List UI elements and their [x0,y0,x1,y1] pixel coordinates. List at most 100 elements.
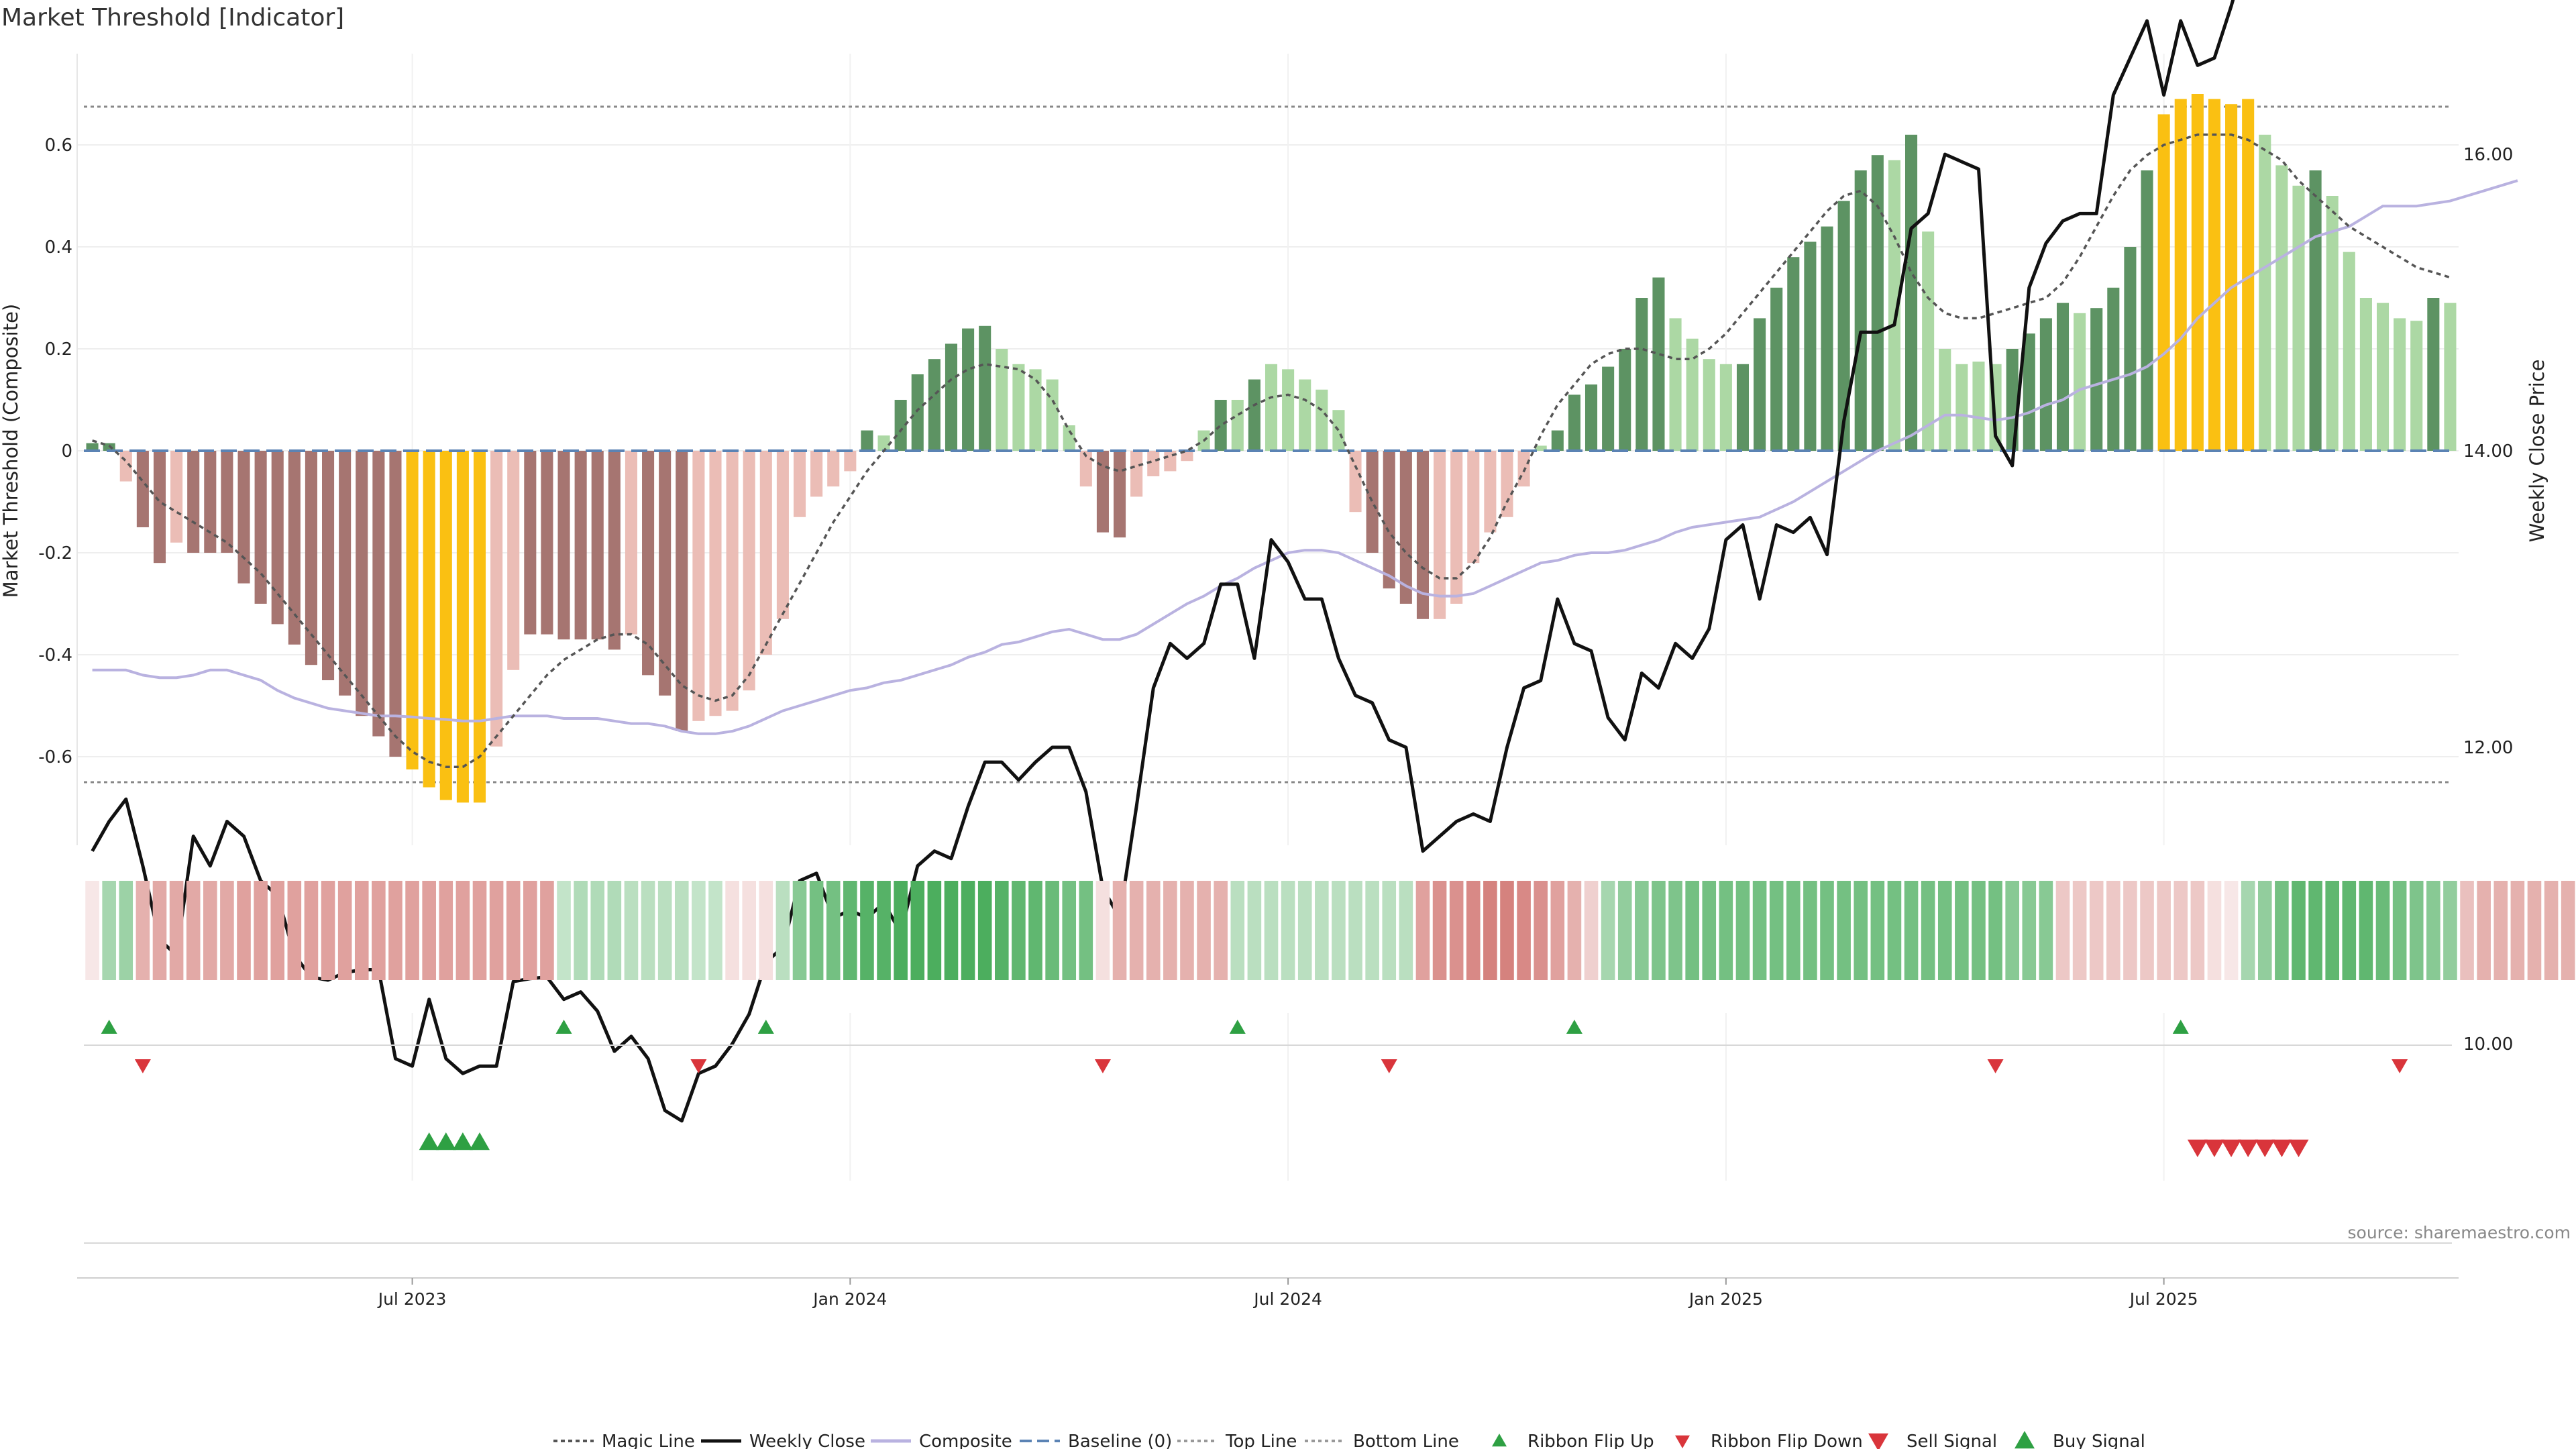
ribbon-cell [2359,881,2373,980]
ribbon-cell [270,881,285,980]
composite-bar [541,451,553,635]
composite-bar [1602,366,1615,451]
composite-bar [894,400,907,451]
composite-bar [1029,369,1042,451]
y-tick-right: 12.00 [2463,738,2513,758]
ribbon-cell [2561,881,2575,980]
ribbon-cell [1449,881,1464,980]
y-tick-left: -0.6 [38,747,72,767]
composite-bar [1214,400,1227,451]
ribbon-cell [540,881,554,980]
ribbon-cell [1012,881,1026,980]
composite-bar [2225,104,2238,451]
composite-bar [204,451,217,553]
ribbon-cell [1483,881,1497,980]
composite-bar [945,343,958,451]
ribbon-cell [2207,881,2222,980]
ribbon-cell [1466,881,1481,980]
ribbon-cell [1517,881,1531,980]
ribbon-cell [1028,881,1042,980]
ribbon-cell [657,881,672,980]
composite-bar [1972,362,1985,451]
buy-signal-marker [470,1132,490,1150]
ribbon-cell [708,881,722,980]
ribbon-flip-down-marker [134,1059,151,1073]
ribbon-cell [1955,881,1969,980]
ribbon-cell [455,881,470,980]
ribbon-cell [1567,881,1582,980]
x-tick-label: Jul 2023 [377,1289,447,1309]
composite-bar [2394,318,2406,451]
composite-bar [1770,287,1783,451]
ribbon-cell [725,881,739,980]
composite-bar [423,451,435,788]
legend-swatch [2015,1431,2035,1449]
composite-bar [692,451,705,721]
composite-bar [1719,364,1732,451]
composite-bar [439,451,452,800]
ribbon-cell [1534,881,1548,980]
composite-bar [1686,338,1699,451]
ribbon-cell [995,881,1009,980]
ribbon-cell [1365,881,1379,980]
composite-bar [490,451,503,747]
composite-bar [2174,99,2187,451]
x-tick-label: Jan 2025 [1688,1289,1763,1309]
ribbon-cell [1079,881,1093,980]
composite-bar [996,349,1008,451]
ribbon-cell [337,881,352,980]
ribbon-flip-down-marker [1987,1059,2004,1073]
composite-bar [2107,287,2120,451]
y-tick-left: -0.4 [38,645,72,665]
legend: Magic Line Weekly Close Composite Baseline … [553,1431,2145,1449]
composite-bar [1754,318,1766,451]
ribbon-cell [1264,881,1279,980]
composite-bar [1434,451,1446,619]
ribbon-cell [1988,881,2002,980]
axes-layer: 0.60.40.20-0.2-0.4-0.618.0016.0014.0012.… [0,54,2548,1055]
ribbon-flip-up-marker [2172,1020,2189,1034]
composite-bar [2191,94,2204,451]
ribbon-cell [2089,881,2104,980]
x-tick-label: Jul 2025 [2129,1289,2198,1309]
composite-bar [507,451,520,670]
ribbon-cell [2392,881,2407,980]
composite-bar [187,451,200,553]
composite-bar [743,451,755,691]
ribbon-cell [742,881,756,980]
ribbon-cell [607,881,622,980]
ribbon-cell [1887,881,1902,980]
ribbon-cell [2257,881,2272,980]
series-lines-layer [84,0,2518,1123]
ribbon-cell [422,881,436,980]
ribbon-cell [1129,881,1144,980]
ribbon-cell [220,881,234,980]
composite-bar [2090,308,2103,451]
ribbon-cell [1348,881,1362,980]
composite-bar [389,451,402,757]
composite-bar [1736,364,1750,451]
composite-bar [322,451,335,680]
composite-bar [372,451,385,737]
ribbon-cell [2325,881,2339,980]
ribbon-cell [2174,881,2188,980]
ribbon-cell [775,881,790,980]
composite-bar [962,328,975,451]
ribbon-cell [2275,881,2289,980]
composite-bar [2444,303,2457,451]
composite-bar [659,451,672,696]
composite-bar [759,451,772,655]
ribbon-cell [1146,881,1161,980]
composite-bar [928,359,941,451]
legend-label: Top Line [1225,1432,1297,1449]
composite-bar [1349,451,1362,513]
composite-bar [574,451,587,640]
ribbon-cell [624,881,639,980]
buy-signal-marker [419,1132,439,1150]
composite-bar [2376,303,2390,451]
ribbon-cell [1972,881,1986,980]
composite-bar [1821,226,1833,451]
composite-bar [170,451,183,543]
ribbon-cell [1045,881,1059,980]
composite-bar [726,451,739,711]
